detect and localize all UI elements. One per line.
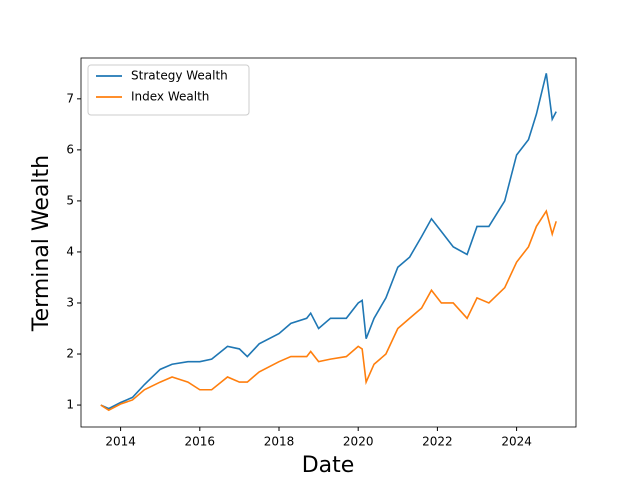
- legend-label: Index Wealth: [131, 90, 209, 104]
- y-tick-label: 7: [66, 91, 74, 105]
- legend-label: Strategy Wealth: [131, 69, 228, 83]
- y-tick-label: 4: [66, 244, 74, 258]
- line-series: [100, 209, 557, 412]
- line-series: [100, 73, 557, 410]
- y-tick-label: 5: [66, 193, 74, 207]
- x-tick-label: 2018: [264, 435, 295, 449]
- x-tick-label: 2014: [105, 435, 136, 449]
- y-axis-label: Terminal Wealth: [29, 155, 54, 332]
- x-tick-label: 2022: [422, 435, 453, 449]
- plot-frame: [80, 57, 577, 428]
- x-tick-label: 2020: [343, 435, 374, 449]
- y-tick-label: 2: [66, 347, 74, 361]
- y-tick-label: 1: [66, 398, 74, 412]
- x-tick-label: 2024: [501, 435, 532, 449]
- y-tick-label: 6: [66, 142, 74, 156]
- legend-box: [87, 64, 250, 116]
- x-axis-label: Date: [302, 453, 355, 478]
- x-tick-label: 2016: [185, 435, 216, 449]
- y-tick-label: 3: [66, 295, 74, 309]
